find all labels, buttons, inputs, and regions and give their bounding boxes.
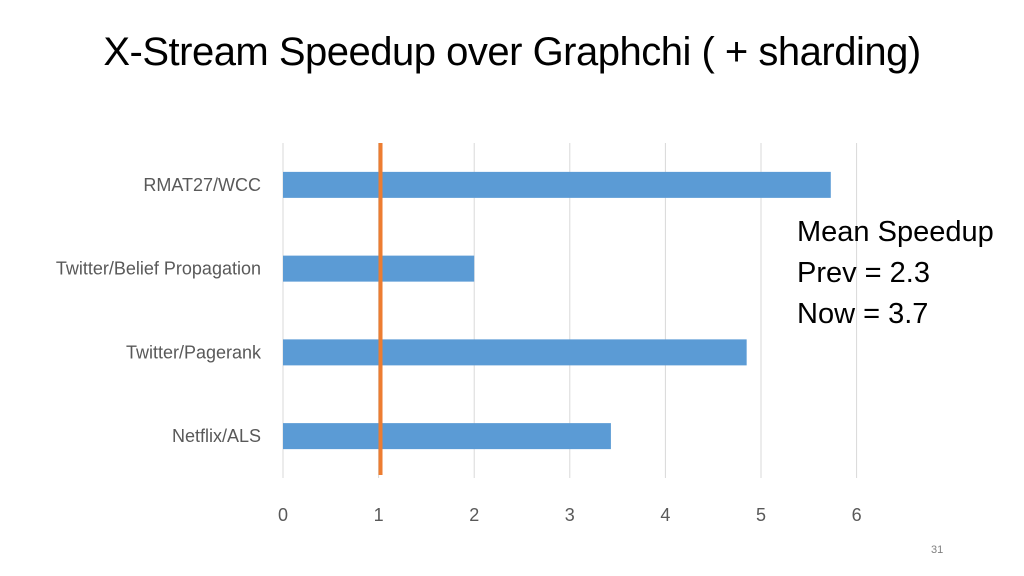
mean-speedup-annotation: Mean Speedup Prev = 2.3 Now = 3.7 xyxy=(797,212,994,335)
annotation-line-now: Now = 3.7 xyxy=(797,298,929,330)
annotation-line-mean-speedup: Mean Speedup xyxy=(797,216,994,248)
x-tick-label-0: 0 xyxy=(278,505,288,525)
x-tick-label-2: 2 xyxy=(469,505,479,525)
category-label-0: RMAT27/WCC xyxy=(143,175,261,195)
x-tick-label-3: 3 xyxy=(565,505,575,525)
bar-2 xyxy=(283,339,747,366)
page-number: 31 xyxy=(931,544,944,556)
category-label-1: Twitter/Belief Propagation xyxy=(56,259,261,279)
annotation-line-prev: Prev = 2.3 xyxy=(797,257,930,289)
bar-0 xyxy=(283,171,831,198)
x-tick-label-1: 1 xyxy=(374,505,384,525)
x-tick-label-5: 5 xyxy=(756,505,766,525)
category-label-3: Netflix/ALS xyxy=(172,426,261,446)
category-label-2: Twitter/Pagerank xyxy=(126,342,262,362)
x-tick-label-6: 6 xyxy=(852,505,862,525)
x-tick-label-4: 4 xyxy=(660,505,670,525)
bar-3 xyxy=(283,423,611,450)
slide-title: X-Stream Speedup over Graphchi ( + shard… xyxy=(103,30,921,74)
